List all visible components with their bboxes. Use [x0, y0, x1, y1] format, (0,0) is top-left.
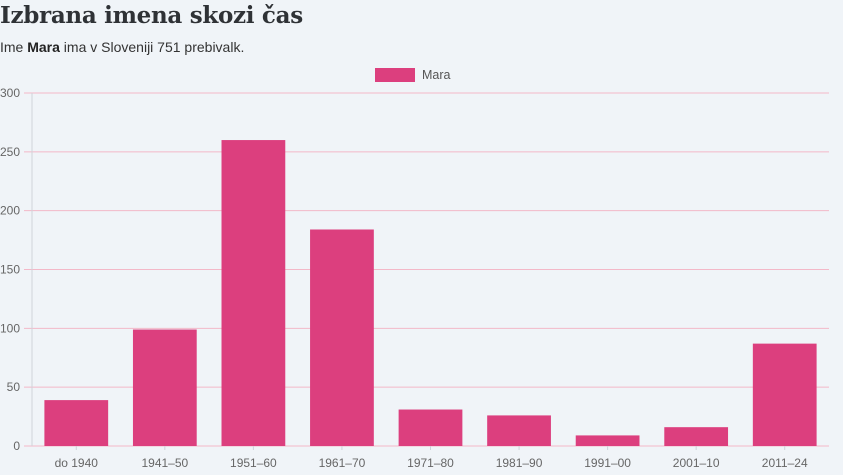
legend-label-mara[interactable]: Mara: [422, 68, 451, 82]
y-tick-label: 300: [0, 86, 20, 100]
x-tick-label: 1941–50: [141, 456, 188, 470]
chart-title: Izbrana imena skozi čas: [0, 2, 303, 29]
bar-5[interactable]: [487, 415, 551, 446]
subtitle-name: Mara: [27, 39, 60, 55]
subtitle-suffix: ima v Sloveniji 751 prebivalk.: [59, 39, 245, 55]
y-tick-label: 150: [0, 263, 20, 277]
y-tick-label: 200: [0, 204, 20, 218]
bar-0[interactable]: [44, 400, 109, 446]
x-tick-label: 1961–70: [319, 456, 366, 470]
subtitle-prefix: Ime: [0, 39, 28, 55]
bar-8[interactable]: [752, 343, 817, 446]
legend[interactable]: Mara: [375, 68, 451, 82]
bar-3[interactable]: [310, 229, 374, 446]
x-tick-label: 2001–10: [673, 456, 720, 470]
y-tick-label: 100: [0, 321, 20, 335]
chart-subtitle: Ime Mara ima v Sloveniji 751 prebivalk.: [0, 39, 244, 55]
x-tick-label: 1991–00: [584, 456, 631, 470]
x-axis-ticks: do 1940 1941–50 1951–60 1961–70 1971–80 1981–…: [55, 446, 808, 470]
x-tick-label: do 1940: [55, 456, 99, 470]
y-tick-label: 0: [13, 439, 20, 453]
y-axis-ticks: 0 50 100 150 200 250 300: [0, 86, 20, 453]
bar-6[interactable]: [575, 435, 640, 446]
bar-4[interactable]: [398, 409, 463, 446]
bar-7[interactable]: [664, 427, 729, 446]
bar-2[interactable]: [221, 140, 286, 447]
bar-1[interactable]: [132, 329, 197, 446]
x-tick-label: 1971–80: [407, 456, 454, 470]
bars: [44, 140, 817, 447]
x-tick-label: 1951–60: [230, 456, 277, 470]
y-tick-label: 50: [7, 380, 21, 394]
x-tick-label: 1981–90: [496, 456, 543, 470]
y-tick-label: 250: [0, 145, 20, 159]
legend-swatch-mara[interactable]: [375, 68, 415, 82]
x-tick-label: 2011–24: [762, 456, 808, 470]
